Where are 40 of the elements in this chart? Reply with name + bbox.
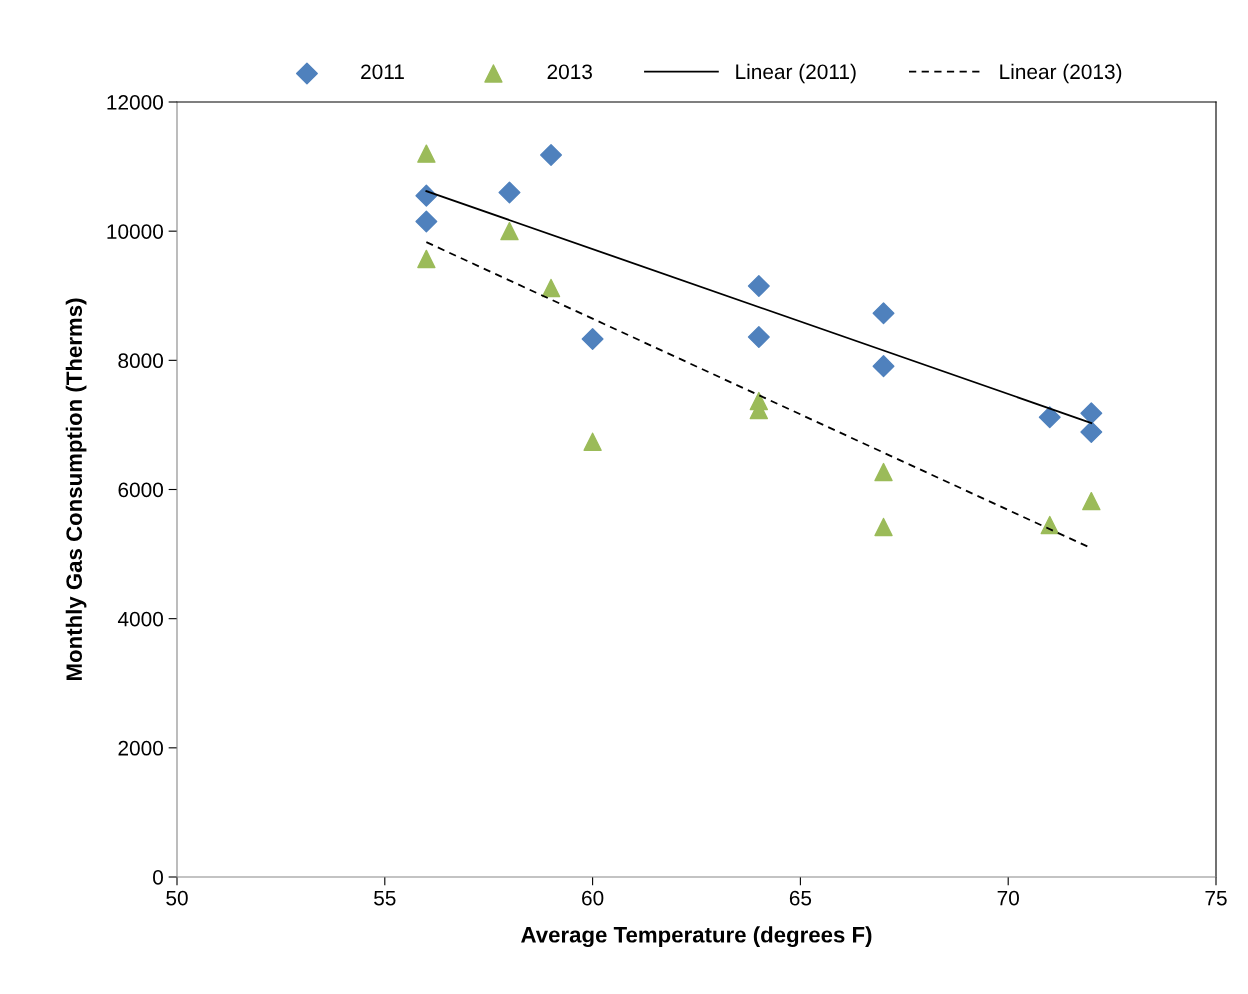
x-axis-title: Average Temperature (degrees F) [521,926,872,948]
x-tick-label: 75 [1205,890,1227,906]
point [1082,491,1101,511]
y-tick-label: 12000 [107,95,163,110]
point [500,221,519,241]
point [1038,406,1061,429]
x-tick-label: 50 [166,890,188,906]
point [417,144,436,163]
point [874,462,893,482]
x-tick-label: 65 [789,890,812,906]
point [747,275,770,298]
point [540,143,563,166]
point [874,517,893,537]
legend-label: 2011 [361,64,404,80]
y-tick-label: 8000 [118,353,163,369]
x-tick-label: 55 [374,890,396,906]
point [417,249,436,269]
y-tick-label: 6000 [118,482,163,498]
point [581,328,604,351]
y-tick-label: 0 [153,870,163,885]
point [415,184,438,207]
x-tick-label: 60 [582,890,604,906]
y-tick-label: 2000 [118,740,163,756]
point [1040,515,1059,535]
x-tick-label: 70 [997,890,1019,906]
point [1080,421,1103,444]
legend-label: Linear (2013) [1000,63,1122,84]
point [415,210,438,233]
y-axis-title: Monthly Gas Consumption (Therms) [65,298,87,680]
y-tick-label: 10000 [107,224,163,239]
point [541,278,561,298]
legend-label: 2013 [547,64,592,80]
point [872,355,895,378]
point [747,326,770,349]
point [498,181,521,204]
legend-label: Linear (2011) [736,63,856,84]
point [1080,402,1103,425]
point [872,302,895,325]
point [583,432,602,451]
y-tick-label: 4000 [117,611,163,627]
